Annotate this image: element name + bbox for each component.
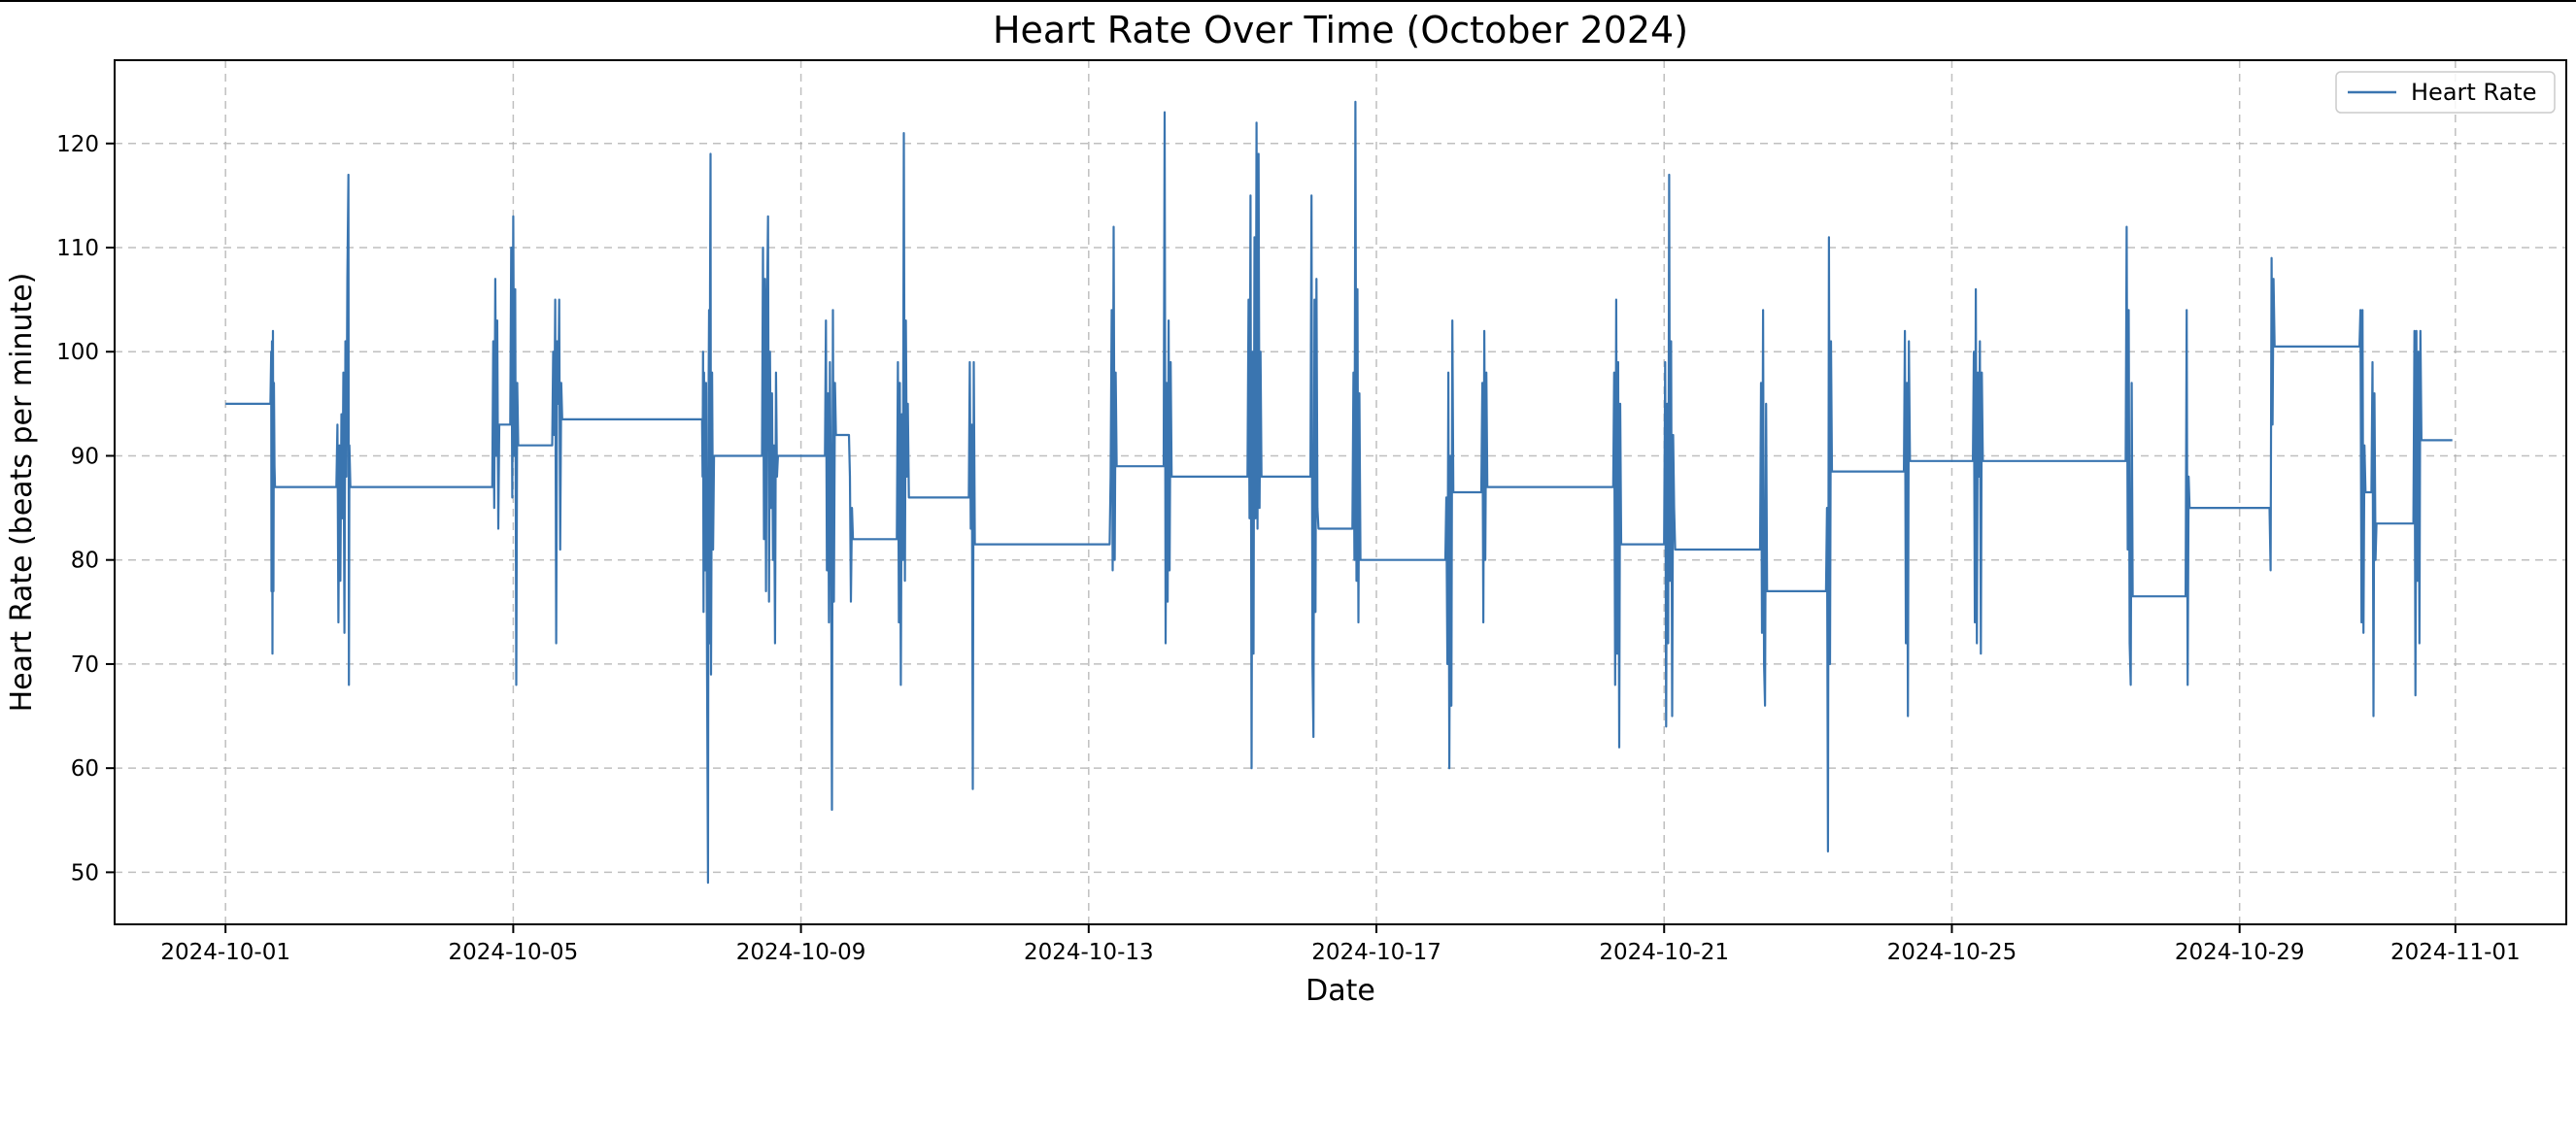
x-tick-label: 2024-11-01 bbox=[2390, 940, 2521, 965]
x-tick-label: 2024-10-17 bbox=[1311, 940, 1441, 965]
x-axis-label: Date bbox=[1305, 974, 1375, 1008]
y-tick-label: 110 bbox=[56, 236, 99, 261]
chart-title: Heart Rate Over Time (October 2024) bbox=[993, 9, 1688, 51]
series-layer bbox=[225, 100, 2453, 885]
top-border bbox=[0, 0, 2576, 2]
legend-label-heart-rate: Heart Rate bbox=[2411, 79, 2536, 106]
y-tick-label: 80 bbox=[71, 549, 99, 574]
series-line-heart-rate bbox=[225, 100, 2453, 885]
y-tick-label: 60 bbox=[71, 756, 99, 782]
y-tick-label: 120 bbox=[56, 132, 99, 157]
y-tick-label: 70 bbox=[71, 652, 99, 678]
y-tick-label: 90 bbox=[71, 444, 99, 469]
x-tick-label: 2024-10-21 bbox=[1599, 940, 1729, 965]
x-tick-label: 2024-10-13 bbox=[1024, 940, 1154, 965]
y-axis-label: Heart Rate (beats per minute) bbox=[5, 273, 39, 713]
x-tick-label: 2024-10-01 bbox=[160, 940, 290, 965]
x-tick-label: 2024-10-09 bbox=[736, 940, 866, 965]
y-tick-label: 50 bbox=[71, 860, 99, 885]
ticks-layer: 2024-10-01 2024-10-05 2024-10-09 2024-10-13… bbox=[56, 132, 2521, 965]
x-tick-label: 2024-10-05 bbox=[449, 940, 579, 965]
x-tick-label: 2024-10-25 bbox=[1887, 940, 2017, 965]
x-tick-label: 2024-10-29 bbox=[2175, 940, 2305, 965]
plot-frame bbox=[114, 59, 2567, 925]
y-tick-label: 100 bbox=[56, 340, 99, 365]
grid-layer bbox=[115, 60, 2566, 924]
legend: Heart Rate bbox=[2335, 71, 2556, 114]
legend-box bbox=[2335, 71, 2556, 114]
